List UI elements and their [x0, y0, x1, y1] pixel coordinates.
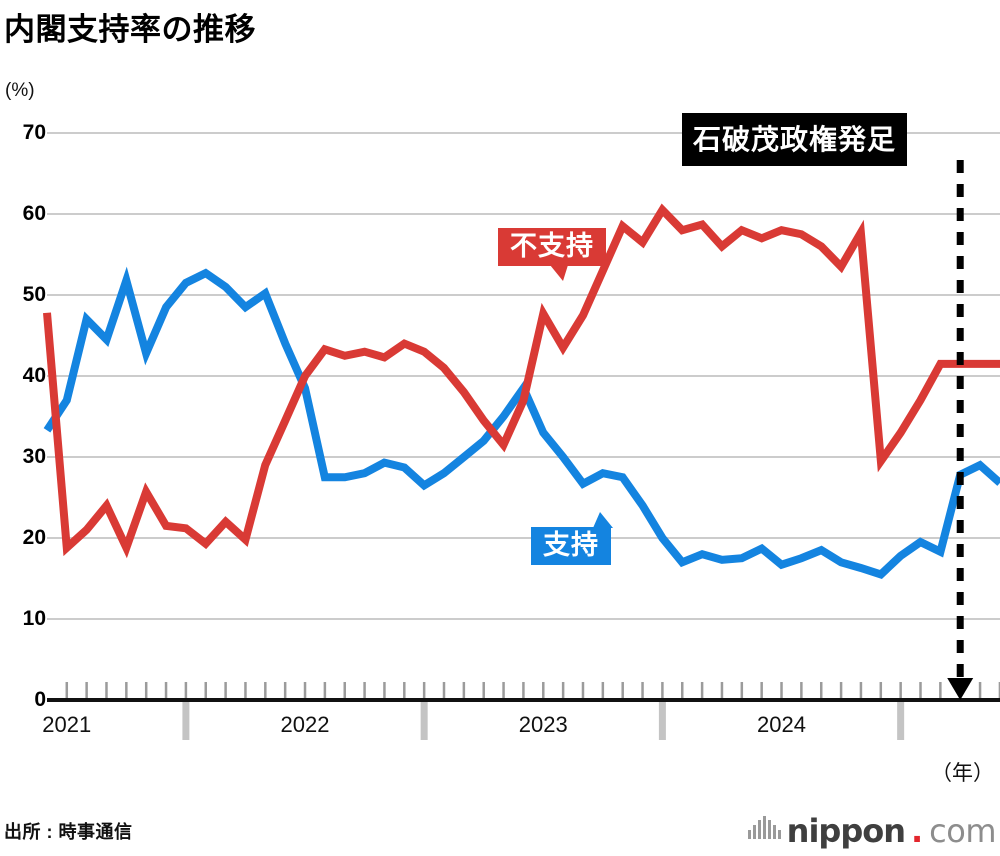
y-tick-label: 30 — [22, 445, 46, 468]
legend-callout-support-label: 支持 — [543, 530, 599, 560]
series-line-oppose — [43, 203, 1000, 559]
soundwave-icon — [747, 815, 781, 839]
legend-callout-oppose-label: 不支持 — [510, 231, 594, 261]
gridlines-group — [47, 132, 1000, 620]
y-tick-label: 10 — [22, 607, 46, 630]
y-tick-label: 40 — [22, 364, 46, 387]
event-arrow-head — [947, 678, 974, 700]
callout-tail-oppose — [550, 265, 568, 282]
y-tick-label: 60 — [22, 202, 46, 225]
event-marker-group — [947, 160, 974, 700]
brand-logo: nippon. com — [747, 812, 996, 850]
y-axis-labels: 0 10 20 30 40 50 60 70 — [0, 0, 46, 856]
brand-tld: com — [929, 812, 996, 850]
y-tick-label: 70 — [22, 121, 46, 144]
series-lines-group — [43, 203, 1000, 579]
callout-tail-support — [593, 512, 613, 528]
year-dividers-group — [182, 702, 905, 740]
brand-name: nippon — [786, 812, 906, 850]
x-tick-label: 2023 — [518, 712, 568, 737]
x-tick-label: 2021 — [42, 712, 92, 737]
x-axis-unit-label: （年） — [931, 762, 994, 785]
legend-callout-support: 支持 — [531, 512, 613, 566]
x-axis-ticks-group — [65, 682, 1000, 698]
source-note: 出所 : 時事通信 — [4, 822, 133, 842]
y-tick-label: 0 — [34, 688, 46, 711]
brand-dot: . — [911, 812, 924, 850]
x-tick-label: 2022 — [280, 712, 330, 737]
event-annotation-label: 石破茂政権発足 — [682, 113, 908, 166]
y-axis-unit-label: (%) — [5, 80, 35, 101]
x-tick-label: 2024 — [757, 712, 806, 737]
y-tick-label: 20 — [22, 526, 46, 549]
page-title: 内閣支持率の推移 — [4, 12, 256, 47]
y-tick-label: 50 — [22, 283, 46, 306]
legend-callout-oppose: 不支持 — [498, 228, 606, 282]
